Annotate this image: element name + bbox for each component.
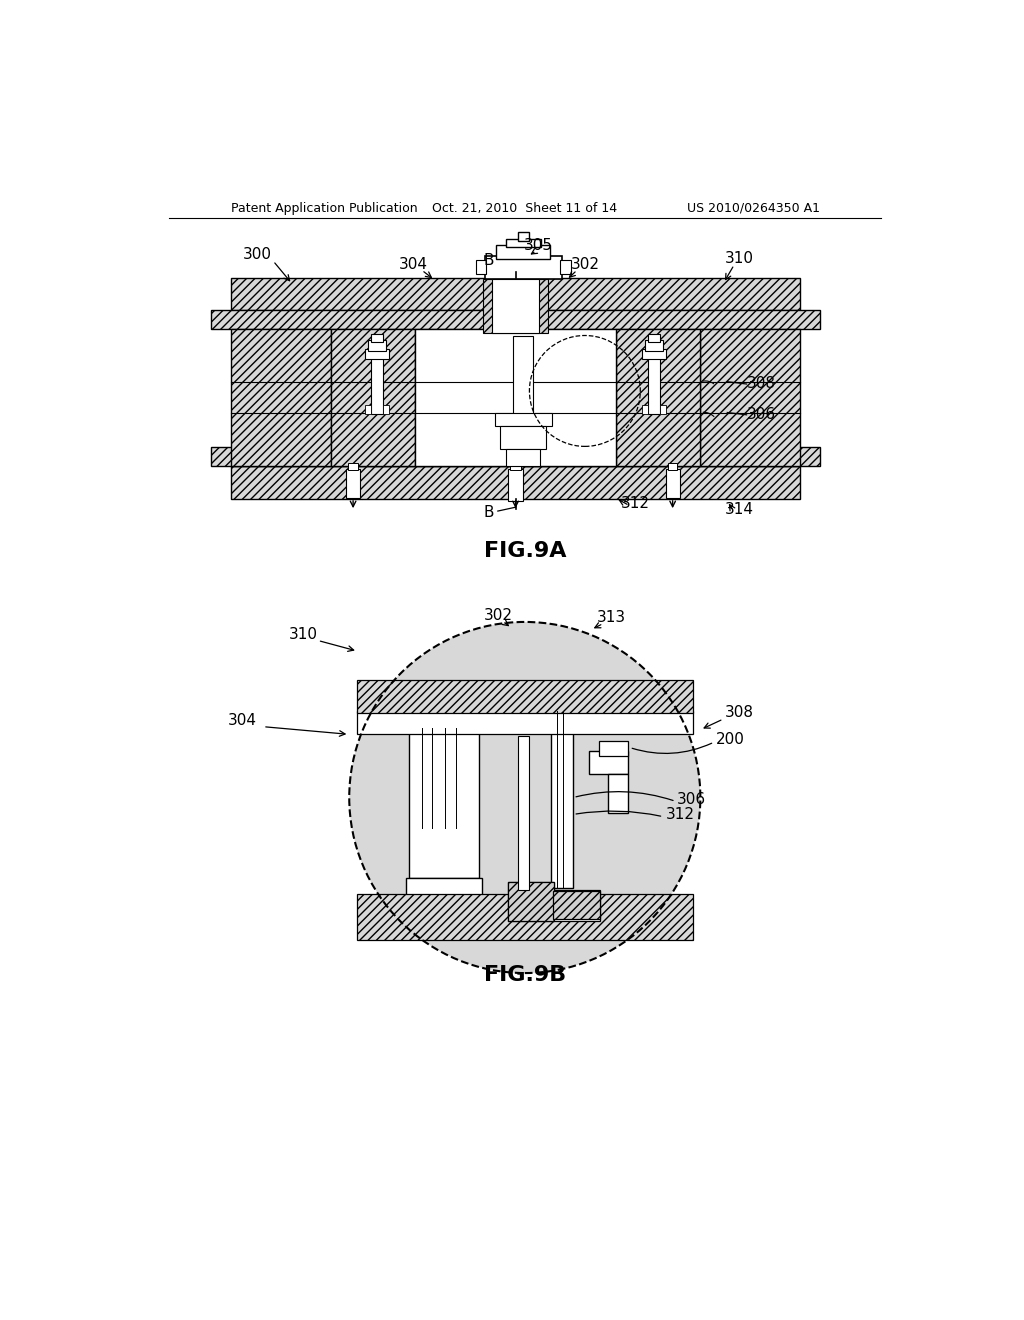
Bar (346, 469, 360, 498)
Bar (553, 891, 600, 919)
Bar (371, 334, 383, 342)
Text: FIG.9A: FIG.9A (483, 541, 566, 561)
Bar (508, 882, 554, 921)
Bar (422, 915, 466, 924)
Bar (475, 260, 486, 275)
Text: 305: 305 (524, 238, 553, 253)
Bar (230, 330, 331, 466)
Bar (495, 413, 552, 426)
Bar (518, 737, 528, 890)
Bar (513, 335, 534, 451)
Bar (331, 330, 416, 466)
Bar (648, 352, 660, 414)
Bar (383, 405, 389, 414)
Text: 308: 308 (724, 705, 754, 721)
Bar (497, 246, 550, 259)
Bar (642, 405, 648, 414)
Text: 300: 300 (243, 247, 272, 263)
Text: Patent Application Publication: Patent Application Publication (230, 202, 418, 215)
Bar (599, 741, 628, 756)
Bar (484, 256, 562, 280)
Text: 304: 304 (227, 713, 257, 729)
Bar (551, 711, 572, 888)
Bar (648, 334, 660, 342)
Bar (483, 280, 548, 333)
Bar (642, 350, 667, 359)
Text: 312: 312 (621, 496, 649, 511)
Text: 310: 310 (290, 627, 318, 642)
Bar (357, 711, 692, 734)
Bar (349, 622, 700, 973)
Text: B: B (483, 252, 494, 268)
Bar (700, 330, 801, 466)
Bar (508, 882, 554, 921)
Bar (608, 775, 628, 813)
Text: 302: 302 (484, 607, 513, 623)
Bar (668, 462, 677, 470)
Bar (590, 751, 628, 775)
Bar (368, 341, 386, 351)
Bar (518, 231, 528, 240)
Bar (493, 280, 539, 333)
Text: 306: 306 (677, 792, 707, 807)
Bar (397, 693, 489, 713)
Bar (510, 462, 521, 470)
Text: US 2010/0264350 A1: US 2010/0264350 A1 (687, 202, 819, 215)
Bar (660, 405, 667, 414)
Bar (666, 469, 680, 498)
Text: FIG.9B: FIG.9B (483, 965, 566, 985)
Text: 308: 308 (746, 376, 775, 391)
Bar (348, 462, 357, 470)
Bar (560, 260, 571, 275)
Bar (410, 898, 478, 907)
Bar (211, 447, 819, 466)
Bar (416, 906, 472, 916)
Bar (645, 341, 664, 351)
Bar (371, 352, 383, 414)
Bar (615, 330, 700, 466)
Bar (416, 330, 615, 466)
Bar (410, 729, 478, 878)
Bar (230, 466, 801, 499)
Text: 310: 310 (724, 251, 754, 267)
Bar (407, 878, 481, 900)
Bar (365, 350, 389, 359)
Text: Oct. 21, 2010  Sheet 11 of 14: Oct. 21, 2010 Sheet 11 of 14 (432, 202, 617, 215)
Bar (357, 894, 692, 940)
Text: 313: 313 (597, 610, 627, 624)
Text: 200: 200 (716, 733, 744, 747)
Bar (500, 426, 547, 449)
Circle shape (349, 622, 700, 973)
Bar (554, 890, 600, 921)
Text: 304: 304 (398, 257, 428, 272)
Text: 306: 306 (746, 407, 776, 421)
Bar (506, 449, 541, 466)
Bar (365, 405, 371, 414)
Text: 302: 302 (570, 257, 599, 272)
Text: 314: 314 (724, 502, 754, 517)
Bar (357, 681, 692, 713)
Bar (211, 310, 819, 330)
Text: 312: 312 (666, 807, 694, 822)
Bar (389, 711, 497, 730)
Text: B: B (483, 506, 494, 520)
Bar (230, 277, 801, 310)
Bar (506, 239, 541, 247)
Bar (508, 469, 523, 502)
